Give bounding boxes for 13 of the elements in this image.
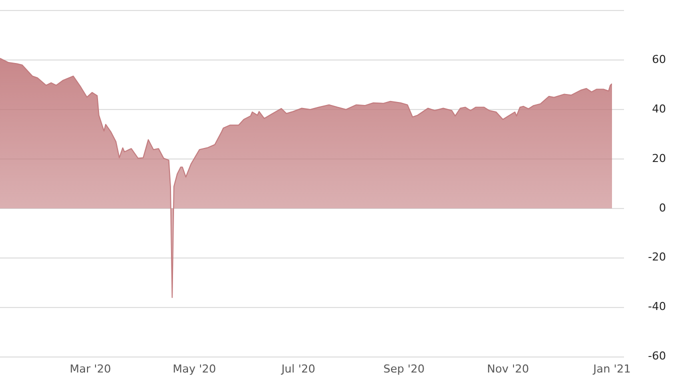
x-tick-label: Sep '20	[383, 362, 425, 376]
y-tick-label: -40	[648, 300, 666, 314]
y-tick-label: 0	[659, 201, 666, 214]
y-tick-label: 20	[652, 152, 666, 165]
x-tick-label: May '20	[172, 362, 216, 376]
x-tick-label: Jan '21	[592, 362, 631, 376]
x-tick-label: Mar '20	[70, 362, 111, 376]
y-tick-label: -20	[648, 250, 666, 264]
y-tick-label: 60	[652, 52, 666, 66]
x-tick-label: Nov '20	[487, 362, 530, 376]
y-tick-label: -60	[648, 350, 666, 363]
x-tick-label: Jul '20	[280, 362, 316, 376]
y-tick-label: 40	[652, 102, 666, 116]
